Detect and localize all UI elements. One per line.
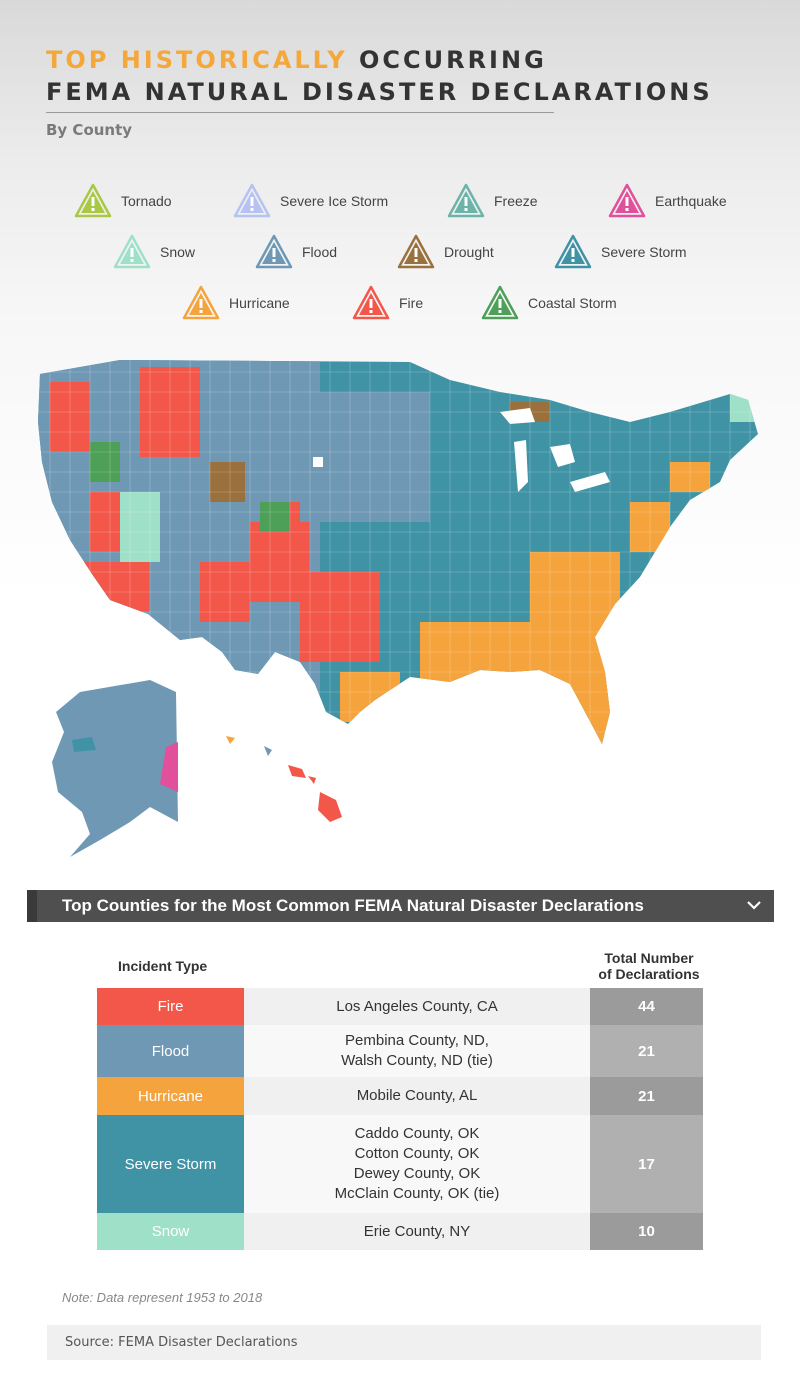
warning-icon bbox=[255, 234, 293, 269]
warning-icon bbox=[397, 234, 435, 269]
legend-label: Severe Storm bbox=[601, 244, 687, 260]
legend-item-severe-storm: Severe Storm bbox=[554, 233, 687, 271]
table-title: Top Counties for the Most Common FEMA Na… bbox=[62, 896, 644, 915]
county-name: Caddo County, OK bbox=[354, 1125, 480, 1142]
incident-type-cell: Severe Storm bbox=[97, 1115, 244, 1213]
table-row: Snow Erie County, NY 10 bbox=[97, 1213, 703, 1250]
hawaii-islands bbox=[288, 765, 316, 784]
county-name: Cotton County, OK bbox=[354, 1145, 480, 1162]
county-name: McClain County, OK (tie) bbox=[334, 1185, 500, 1202]
title-block: TOP HISTORICALLY OCCURRING FEMA NATURAL … bbox=[46, 44, 713, 139]
county-name: Mobile County, AL bbox=[356, 1087, 478, 1104]
table-row: Flood Pembina County, ND, Walsh County, … bbox=[97, 1025, 703, 1077]
table-header-bar[interactable]: Top Counties for the Most Common FEMA Na… bbox=[27, 890, 774, 922]
table-row: Severe Storm Caddo County, OK Cotton Cou… bbox=[97, 1115, 703, 1213]
hawaii-island-flood bbox=[264, 746, 272, 756]
incident-type-cell: Flood bbox=[97, 1025, 244, 1077]
hawaii-island-west bbox=[226, 736, 235, 744]
incident-type-cell: Fire bbox=[97, 988, 244, 1025]
county-cell: Caddo County, OK Cotton County, OK Dewey… bbox=[244, 1115, 590, 1213]
total-cell: 21 bbox=[590, 1025, 703, 1077]
legend-item-freeze: Freeze bbox=[447, 182, 538, 220]
column-header-total: Total Number of Declarations bbox=[586, 950, 712, 982]
alaska-freeze bbox=[72, 737, 96, 752]
page-title-line-1: TOP HISTORICALLY OCCURRING bbox=[46, 44, 566, 76]
warning-icon bbox=[352, 285, 390, 320]
white-county bbox=[313, 457, 323, 467]
source-box: Source: FEMA Disaster Declarations bbox=[47, 1325, 761, 1360]
page-subtitle: By County bbox=[46, 121, 133, 139]
county-cell: Mobile County, AL bbox=[244, 1077, 590, 1115]
county-name: Dewey County, OK bbox=[353, 1165, 481, 1182]
legend-item-hurricane: Hurricane bbox=[182, 284, 290, 322]
county-name: Walsh County, ND (tie) bbox=[341, 1052, 493, 1069]
legend-label: Fire bbox=[399, 295, 424, 311]
total-cell: 44 bbox=[590, 988, 703, 1025]
legend-label: Earthquake bbox=[655, 193, 727, 209]
warning-icon bbox=[608, 183, 646, 218]
legend-label: Flood bbox=[302, 244, 338, 260]
alaska-region bbox=[52, 680, 178, 857]
great-lakes bbox=[500, 408, 610, 492]
legend-item-flood: Flood bbox=[255, 233, 337, 271]
legend-label: Coastal Storm bbox=[528, 295, 617, 311]
warning-icon bbox=[74, 183, 112, 218]
data-note: Note: Data represent 1953 to 2018 bbox=[62, 1290, 263, 1305]
legend-item-coastal-storm: Coastal Storm bbox=[481, 284, 617, 322]
legend-item-fire: Fire bbox=[352, 284, 423, 322]
warning-icon bbox=[447, 183, 485, 218]
table-row: Fire Los Angeles County, CA 44 bbox=[97, 988, 703, 1025]
table-row: Hurricane Mobile County, AL 21 bbox=[97, 1077, 703, 1115]
header-stripe bbox=[27, 890, 37, 922]
source-text: Source: FEMA Disaster Declarations bbox=[65, 1335, 298, 1350]
column-header-incident: Incident Type bbox=[118, 958, 208, 974]
legend-label: Drought bbox=[444, 244, 494, 260]
us-county-map bbox=[30, 352, 770, 872]
legend-item-earthquake: Earthquake bbox=[608, 182, 727, 220]
legend-label: Tornado bbox=[121, 193, 172, 209]
county-cell: Los Angeles County, CA bbox=[244, 988, 590, 1025]
column-header-total-line2: of Declarations bbox=[598, 966, 700, 982]
warning-icon bbox=[113, 234, 151, 269]
legend-label: Hurricane bbox=[229, 295, 290, 311]
warning-icon bbox=[554, 234, 592, 269]
chevron-down-icon[interactable] bbox=[746, 897, 762, 915]
county-name: Pembina County, ND, bbox=[345, 1032, 489, 1049]
county-cell: Erie County, NY bbox=[244, 1213, 590, 1250]
map-svg bbox=[38, 360, 758, 857]
warning-icon bbox=[233, 183, 271, 218]
legend-item-tornado: Tornado bbox=[74, 182, 172, 220]
warning-icon bbox=[481, 285, 519, 320]
title-accent: TOP HISTORICALLY bbox=[46, 46, 348, 74]
legend-label: Freeze bbox=[494, 193, 538, 209]
contiguous-us bbox=[38, 360, 758, 744]
incident-type-cell: Snow bbox=[97, 1213, 244, 1250]
hawaii-region bbox=[318, 792, 342, 822]
title-rest: OCCURRING bbox=[347, 46, 547, 74]
legend: Tornado Severe Ice Storm Freeze Earthqua… bbox=[0, 180, 800, 330]
legend-label: Snow bbox=[160, 244, 196, 260]
page-title-line-2: FEMA NATURAL DISASTER DECLARATIONS bbox=[46, 78, 713, 106]
column-header-total-line1: Total Number bbox=[604, 950, 694, 966]
legend-label: Severe Ice Storm bbox=[280, 193, 389, 209]
data-table: Fire Los Angeles County, CA 44 Flood Pem… bbox=[97, 988, 703, 1250]
incident-type-cell: Hurricane bbox=[97, 1077, 244, 1115]
total-cell: 10 bbox=[590, 1213, 703, 1250]
legend-item-drought: Drought bbox=[397, 233, 494, 271]
warning-icon bbox=[182, 285, 220, 320]
total-cell: 21 bbox=[590, 1077, 703, 1115]
county-name: Los Angeles County, CA bbox=[336, 997, 498, 1015]
title-divider bbox=[46, 112, 554, 113]
county-cell: Pembina County, ND, Walsh County, ND (ti… bbox=[244, 1025, 590, 1077]
alaska-earthquake bbox=[160, 742, 178, 792]
legend-item-severe-ice-storm: Severe Ice Storm bbox=[233, 182, 388, 220]
legend-item-snow: Snow bbox=[113, 233, 195, 271]
total-cell: 17 bbox=[590, 1115, 703, 1213]
county-name: Erie County, NY bbox=[363, 1222, 471, 1240]
